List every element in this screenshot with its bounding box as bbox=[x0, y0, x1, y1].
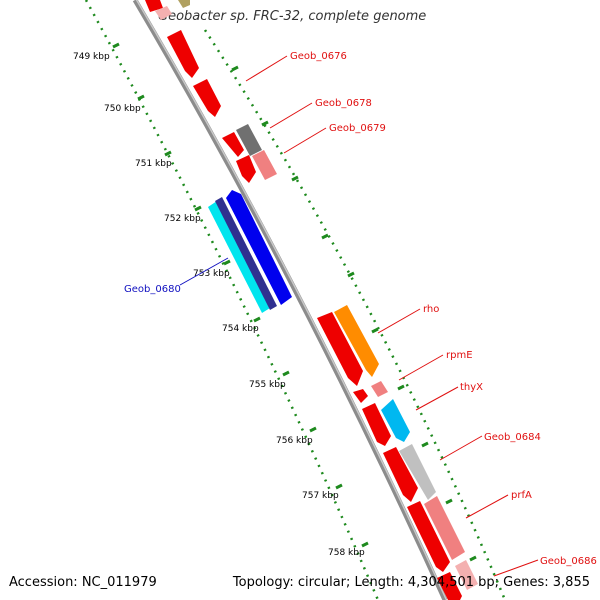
gene-feature bbox=[222, 132, 244, 157]
gene-feature bbox=[193, 79, 221, 117]
tick-label: 751 kbp bbox=[135, 159, 172, 169]
gene-label-rho[interactable]: rho bbox=[423, 304, 439, 315]
accession-text: Accession: NC_011979 bbox=[9, 575, 157, 590]
gene-feature bbox=[145, 0, 163, 12]
gene-feature bbox=[317, 312, 363, 386]
tick-label: 754 kbp bbox=[222, 324, 259, 334]
tick-label: 753 kbp bbox=[193, 269, 230, 279]
gene-feature bbox=[236, 124, 262, 156]
tick-label: 755 kbp bbox=[249, 380, 286, 390]
gene-feature bbox=[362, 403, 391, 446]
gene-feature bbox=[215, 197, 277, 310]
gene-label-geob-0678[interactable]: Geob_0678 bbox=[315, 98, 372, 109]
gene-labels: Geob_0676 Geob_0678 Geob_0679 Geob_0680 … bbox=[124, 51, 597, 567]
gene-label-geob-0684[interactable]: Geob_0684 bbox=[484, 432, 541, 443]
gene-label-geob-0686[interactable]: Geob_0686 bbox=[540, 556, 597, 567]
gene-feature bbox=[252, 150, 277, 180]
inner-ticks bbox=[112, 42, 369, 548]
gene-feature bbox=[381, 399, 410, 442]
gene-feature bbox=[383, 447, 418, 502]
gene-feature bbox=[399, 444, 436, 500]
forward-genes bbox=[145, 0, 462, 600]
gene-feature bbox=[371, 381, 388, 397]
gene-label-geob-0680[interactable]: Geob_0680 bbox=[124, 284, 181, 295]
gene-feature bbox=[226, 190, 292, 305]
gene-label-geob-0679[interactable]: Geob_0679 bbox=[329, 123, 386, 134]
tick-label: 756 kbp bbox=[276, 436, 313, 446]
gene-feature bbox=[208, 201, 270, 313]
gene-feature bbox=[353, 389, 368, 403]
genome-backbone bbox=[132, 0, 448, 600]
tick-label: 749 kbp bbox=[73, 52, 110, 62]
gene-label-rpme[interactable]: rpmE bbox=[446, 350, 473, 361]
gene-feature bbox=[236, 155, 256, 183]
gene-feature bbox=[407, 501, 450, 572]
topology-text: Topology: circular; Length: 4,304,501 bp… bbox=[232, 575, 590, 590]
gene-label-geob-0676[interactable]: Geob_0676 bbox=[290, 51, 347, 62]
gene-label-prfa[interactable]: prfA bbox=[511, 490, 532, 501]
tick-label: 758 kbp bbox=[328, 548, 365, 558]
gene-feature bbox=[178, 0, 190, 8]
tick-labels: 749 kbp 750 kbp 751 kbp 752 kbp 753 kbp … bbox=[73, 52, 365, 558]
gene-feature bbox=[334, 305, 379, 377]
map-title: Geobacter sp. FRC-32, complete genome bbox=[158, 9, 427, 24]
gene-feature bbox=[167, 30, 199, 78]
label-leaders bbox=[179, 55, 539, 577]
tick-label: 752 kbp bbox=[164, 214, 201, 224]
gene-feature bbox=[437, 572, 462, 600]
outer-genes bbox=[155, 0, 478, 590]
tick-label: 750 kbp bbox=[104, 104, 141, 114]
inner-ruler bbox=[84, 0, 380, 600]
gene-label-thyx[interactable]: thyX bbox=[460, 382, 483, 393]
reverse-genes bbox=[208, 190, 292, 313]
gene-feature bbox=[455, 560, 478, 590]
gene-feature bbox=[424, 496, 465, 560]
outer-ruler bbox=[203, 29, 507, 600]
outer-ticks bbox=[231, 65, 477, 562]
gene-feature bbox=[155, 6, 172, 20]
tick-label: 757 kbp bbox=[302, 491, 339, 501]
